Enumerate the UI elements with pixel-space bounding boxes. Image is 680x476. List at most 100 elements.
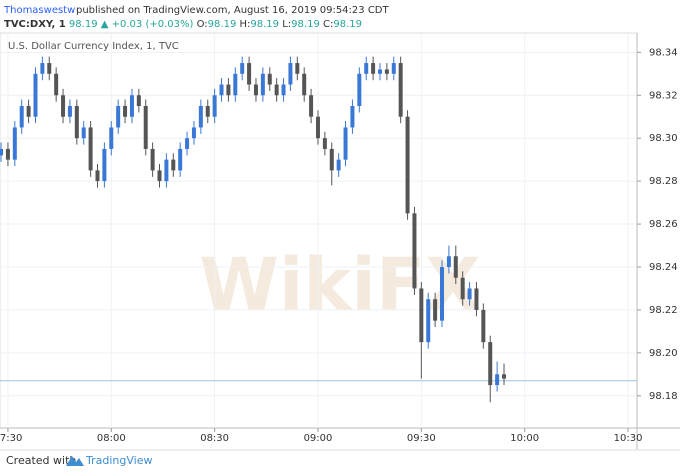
candle-body [123, 105, 128, 117]
candle-body [446, 256, 451, 267]
candle-body [240, 63, 245, 74]
ohlc-value: 98.19 [333, 19, 362, 30]
candle-body [205, 105, 210, 117]
candle-body [12, 127, 17, 160]
candle-body [226, 84, 231, 96]
candle-body [219, 84, 224, 96]
symbol-line: TVC:DXY, 1 98.19 ▲ +0.03 (+0.03%) O:98.1… [4, 19, 362, 30]
published-info: published on TradingView.com, August 16,… [76, 5, 390, 16]
candle-body [54, 73, 59, 96]
ohlc-label: O: [197, 19, 208, 30]
candle-body [116, 105, 121, 128]
candle-body [315, 116, 320, 139]
header-line: TVC:DXY, 1 98.19 ▲ +0.03 (+0.03%) O:98.1… [4, 19, 362, 30]
ohlc-value: 98.19 [250, 19, 279, 30]
candle-body [440, 266, 445, 321]
symbol: TVC:DXY, 1 [4, 19, 66, 30]
candle-body [247, 63, 252, 85]
candle-body [109, 127, 114, 149]
candle-body [5, 148, 10, 160]
candle-body [74, 105, 79, 139]
chart-title: U.S. Dollar Currency Index, 1, TVC [8, 41, 179, 52]
y-tick-label: 98.34 [649, 47, 678, 58]
candle-body [412, 213, 417, 289]
candle-body [198, 105, 203, 128]
ohlc-label: H: [240, 19, 251, 30]
candle-body [157, 170, 162, 182]
y-tick-label: 98.28 [649, 176, 678, 187]
candle-body [467, 288, 472, 300]
candle-body [67, 105, 72, 117]
candle-body [329, 148, 334, 171]
candle-body [309, 95, 314, 117]
candle-body [95, 170, 100, 182]
candle-body [481, 309, 486, 343]
candle-body [377, 69, 382, 74]
candle-body [419, 288, 424, 343]
x-tick-label: 08:00 [97, 433, 126, 444]
candle-body [253, 84, 258, 96]
candle-body [495, 374, 500, 386]
ohlc-value: 98.19 [291, 19, 320, 30]
footer-brand[interactable]: TradingView [85, 454, 152, 467]
candle-body [129, 95, 134, 117]
x-tick-label: 09:00 [304, 433, 333, 444]
ohlc-label: L: [282, 19, 291, 30]
candle-body [233, 73, 238, 96]
candle-body [343, 127, 348, 160]
x-tick-label: 09:30 [407, 433, 436, 444]
y-tick-label: 98.20 [649, 348, 678, 359]
price: 98.19 [69, 19, 98, 30]
candle-body [488, 342, 493, 386]
candle-body [371, 63, 376, 74]
candle-body [33, 73, 38, 117]
candle-body [88, 127, 93, 171]
y-tick-label: 98.32 [649, 90, 678, 101]
plot [0, 33, 637, 428]
candle-body [136, 95, 141, 106]
watermark: WikiFX [199, 243, 480, 327]
y-tick-label: 98.26 [649, 219, 678, 230]
y-tick-label: 98.30 [649, 133, 678, 144]
candle-body [364, 63, 369, 74]
author[interactable]: Thomaswestw [3, 5, 75, 16]
candle-body [502, 374, 507, 379]
candle-body [171, 159, 176, 171]
candle-body [61, 95, 66, 117]
candle-body [143, 105, 148, 149]
candle-body [178, 148, 183, 171]
y-tick-label: 98.22 [649, 305, 678, 316]
candle-body [26, 105, 31, 117]
x-tick-label: 10:00 [510, 433, 539, 444]
candle-body [185, 138, 190, 149]
candle-body [384, 69, 389, 74]
candle-body [288, 63, 293, 85]
candle-body [19, 105, 24, 128]
candle-body [274, 84, 279, 96]
y-tick-label: 98.24 [649, 262, 678, 273]
candle-body [453, 256, 458, 278]
ohlc-label: C: [323, 19, 333, 30]
candle-body [102, 148, 107, 182]
candle-body [260, 73, 265, 96]
candle-body [405, 116, 410, 214]
footer-text: Created with [6, 454, 76, 467]
x-tick-label: 10:30 [614, 433, 643, 444]
y-tick-label: 98.18 [649, 391, 678, 402]
x-tick-label: 07:30 [0, 433, 22, 444]
candle-body [391, 63, 396, 74]
candle-body [357, 73, 362, 106]
candle-body [191, 127, 196, 139]
candle-body [460, 277, 465, 300]
candle-body [302, 73, 307, 96]
logo-icon [66, 456, 84, 466]
ohlc-value: 98.19 [208, 19, 237, 30]
candle-body [433, 299, 438, 321]
candle-body [426, 299, 431, 343]
candle-body [0, 148, 4, 156]
candle-body [322, 138, 327, 149]
x-tick-label: 08:30 [200, 433, 229, 444]
plot-frame [0, 32, 638, 429]
change: ▲ +0.03 (+0.03%) [101, 19, 194, 30]
